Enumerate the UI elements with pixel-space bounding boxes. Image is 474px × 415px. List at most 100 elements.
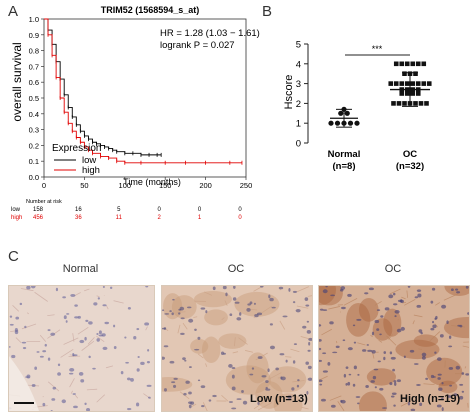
cell-nucleus — [296, 384, 300, 388]
cell-nucleus — [236, 317, 242, 321]
cell-nucleus — [446, 320, 449, 325]
cell-nucleus — [295, 308, 301, 313]
cell-nucleus — [381, 407, 388, 409]
tissue-fiber — [232, 351, 239, 354]
km-chart: TRIM52 (1568594_s_at) 0.0 0.1 0.2 0.3 0.4 0.5… — [10, 5, 260, 221]
cell-nucleus — [201, 405, 205, 408]
cell-nucleus — [72, 352, 75, 357]
cell-nucleus — [393, 303, 398, 306]
cell-nucleus — [455, 288, 459, 291]
cell-nucleus — [265, 386, 268, 390]
km-x-axis-label: Time (months) — [123, 177, 181, 187]
cell-nucleus — [459, 383, 464, 386]
cell-nucleus — [302, 325, 307, 329]
cell-nucleus — [74, 304, 78, 307]
cell-nucleus — [330, 294, 335, 297]
hscore-significance-stars: *** — [372, 44, 383, 54]
cell-nucleus — [188, 318, 194, 323]
cell-nucleus — [437, 373, 442, 376]
cell-nucleus — [407, 286, 411, 288]
cell-nucleus — [383, 351, 387, 354]
km-y-tick-label: 0.5 — [29, 94, 39, 103]
cell-nucleus — [407, 401, 411, 406]
cell-nucleus — [293, 343, 298, 346]
km-y-tick-label: 0.6 — [29, 78, 39, 87]
hscore-category-label: (n=8) — [333, 161, 356, 172]
cell-nucleus — [171, 381, 176, 384]
cell-nucleus — [11, 354, 16, 359]
tissue-fiber — [337, 401, 345, 411]
cell-nucleus — [137, 356, 140, 359]
cell-nucleus — [441, 382, 444, 385]
cell-nucleus — [70, 293, 76, 297]
cell-nucleus — [19, 302, 23, 306]
cell-nucleus — [409, 349, 415, 353]
cell-nucleus — [44, 343, 47, 347]
cell-nucleus — [96, 333, 99, 336]
cell-nucleus — [413, 363, 419, 365]
stained-region — [225, 365, 271, 395]
cell-nucleus — [368, 287, 374, 291]
tissue-fiber — [105, 365, 114, 369]
tissue-fiber — [81, 340, 95, 351]
tissue-fiber — [329, 395, 342, 401]
tissue-fiber — [296, 286, 310, 293]
cell-nucleus — [319, 359, 323, 362]
cell-nucleus — [77, 315, 81, 319]
cell-nucleus — [182, 357, 186, 361]
cell-nucleus — [461, 390, 465, 393]
cell-nucleus — [308, 341, 311, 346]
cell-nucleus — [133, 336, 137, 340]
tissue-fiber — [221, 394, 229, 402]
km-risk-value: 456 — [33, 215, 44, 221]
tissue-fiber — [202, 402, 208, 411]
hscore-point-oc — [399, 81, 405, 86]
tissue-fiber — [378, 339, 383, 343]
cell-nucleus — [430, 327, 435, 331]
tissue-fiber — [77, 326, 89, 335]
cell-nucleus — [438, 387, 443, 391]
cell-nucleus — [322, 289, 328, 294]
panel-a-letter: A — [8, 3, 19, 20]
cell-nucleus — [330, 404, 336, 408]
cell-nucleus — [147, 349, 150, 352]
tissue-fiber — [429, 331, 441, 342]
hscore-y-tick-label: 2 — [296, 99, 301, 110]
cell-nucleus — [145, 286, 149, 288]
tissue-fiber — [435, 302, 441, 306]
cell-nucleus — [98, 330, 102, 335]
cell-nucleus — [417, 293, 422, 298]
tissue-fiber — [39, 334, 47, 342]
cell-nucleus — [9, 323, 14, 326]
cell-nucleus — [197, 379, 201, 382]
cell-nucleus — [450, 288, 454, 292]
hscore-point-oc — [421, 81, 427, 86]
km-risk-row-label: high — [11, 215, 22, 221]
tissue-fiber — [252, 394, 261, 396]
hscore-point-oc — [388, 81, 394, 86]
tissue-fiber — [423, 383, 435, 386]
hscore-chart: Hscore 0 1 2 3 4 5 *** Normal(n=8) OC(n=32) — [283, 40, 432, 172]
cell-nucleus — [305, 361, 309, 365]
cell-nucleus — [236, 398, 242, 400]
tissue-fiber — [47, 314, 55, 316]
cell-nucleus — [229, 313, 233, 317]
cell-nucleus — [364, 292, 369, 295]
cell-nucleus — [388, 294, 394, 299]
km-logrank-annotation: logrank P = 0.027 — [160, 40, 235, 51]
cell-nucleus — [271, 306, 276, 309]
cell-nucleus — [42, 350, 47, 353]
stained-region — [193, 290, 232, 308]
stained-region — [218, 333, 247, 349]
cell-nucleus — [256, 312, 263, 316]
cell-nucleus — [353, 341, 357, 344]
cell-nucleus — [305, 304, 310, 307]
cell-nucleus — [189, 366, 192, 369]
cell-nucleus — [306, 330, 311, 334]
cell-nucleus — [85, 319, 89, 322]
tissue-fiber — [418, 348, 423, 350]
stained-region — [255, 381, 283, 409]
cell-nucleus — [394, 315, 397, 318]
cell-nucleus — [183, 392, 187, 396]
cell-nucleus — [73, 405, 78, 409]
